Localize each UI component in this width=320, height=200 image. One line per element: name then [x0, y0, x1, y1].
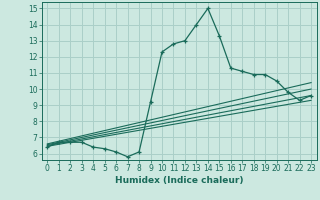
X-axis label: Humidex (Indice chaleur): Humidex (Indice chaleur)	[115, 176, 244, 185]
